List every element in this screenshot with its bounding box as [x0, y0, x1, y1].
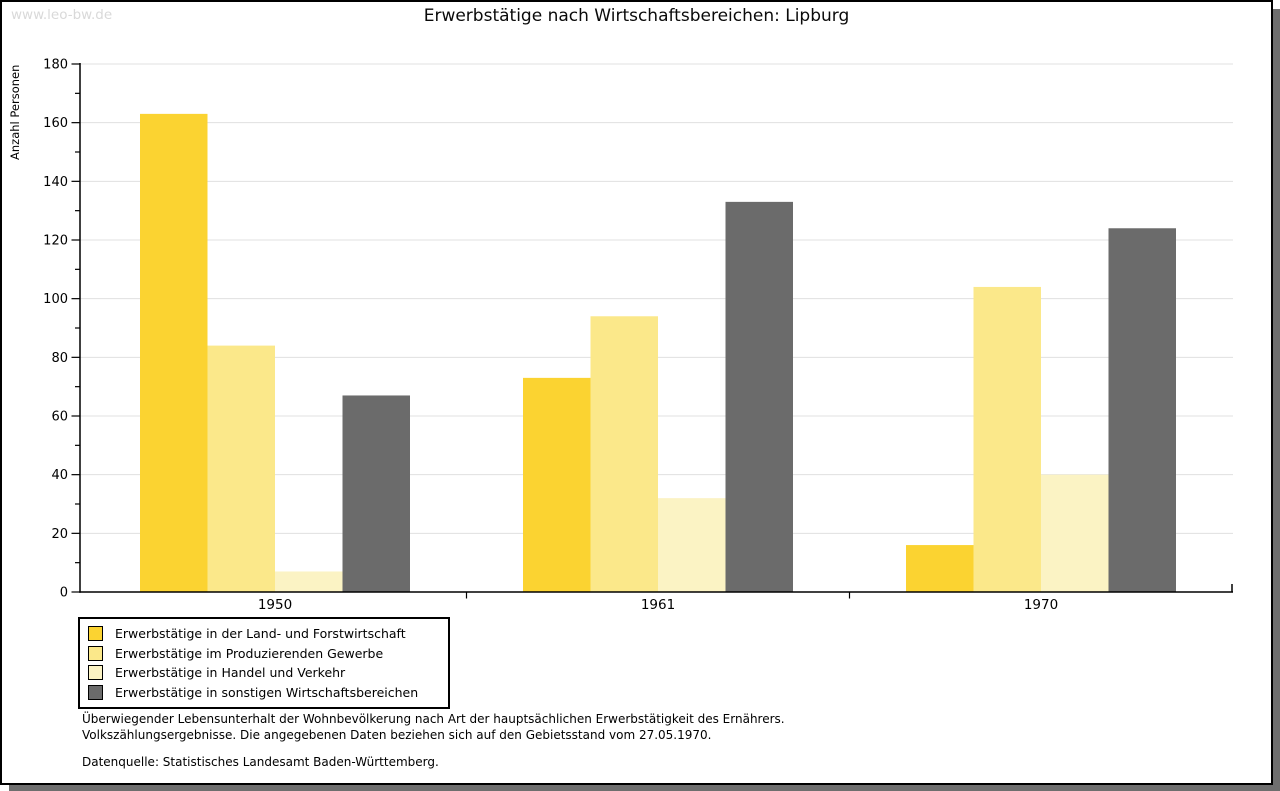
y-tick-label: 160 — [43, 116, 68, 131]
watermark: www.leo-bw.de — [11, 7, 113, 23]
x-tick-label: 1961 — [641, 597, 675, 613]
bar-1961-series3 — [725, 201, 793, 592]
legend-label: Erwerbstätige in der Land- und Forstwirt… — [115, 626, 406, 642]
footnote-line-1: Überwiegender Lebensunterhalt der Wohnbe… — [82, 712, 785, 726]
bar-1950-series1 — [207, 345, 275, 592]
y-tick-label: 20 — [51, 527, 68, 542]
footnote: Überwiegender Lebensunterhalt der Wohnbe… — [82, 712, 785, 743]
bar-1970-series2 — [1041, 474, 1109, 592]
chart-title: Erwerbstätige nach Wirtschaftsbereichen:… — [423, 6, 850, 26]
y-tick-label: 140 — [43, 175, 68, 190]
bar-chart-plot: 0 20 40 60 80 100 120 140 160 180 1950 1961 1970 — [43, 58, 1233, 613]
bar-1961-series1 — [590, 316, 658, 592]
bar-1950-series3 — [342, 395, 410, 592]
y-tick-label: 100 — [43, 292, 68, 307]
bar-1950-series2 — [275, 571, 343, 592]
bar-1950-series0 — [140, 113, 208, 592]
bar-1970-series0 — [906, 545, 974, 592]
legend-label: Erwerbstätige in sonstigen Wirtschaftsbe… — [115, 684, 419, 700]
footnote-line-2: Volkszählungsergebnisse. Die angegebenen… — [82, 727, 712, 742]
bar-1970-series1 — [973, 286, 1041, 592]
legend-label: Erwerbstätige im Produzierenden Gewerbe — [115, 645, 384, 661]
y-tick-label: 180 — [43, 58, 68, 73]
bar-1961-series2 — [658, 498, 726, 592]
y-tick-label: 80 — [51, 351, 68, 366]
y-tick-label: 60 — [51, 410, 68, 425]
legend-item: Erwerbstätige in Handel und Verkehr — [86, 663, 434, 683]
legend-item: Erwerbstätige in sonstigen Wirtschaftsbe… — [86, 683, 434, 703]
legend-item: Erwerbstätige in der Land- und Forstwirt… — [86, 624, 434, 644]
x-tick-label: 1950 — [258, 597, 292, 613]
legend-swatch-sonstige-wirtschaftsbereiche — [88, 684, 103, 700]
y-tick-label: 40 — [51, 468, 68, 483]
legend-swatch-handel-verkehr — [88, 665, 103, 681]
x-tick-label: 1970 — [1024, 597, 1058, 613]
bar-1961-series0 — [523, 377, 591, 592]
y-tick-label: 120 — [43, 234, 68, 249]
legend: Erwerbstätige in der Land- und Forstwirt… — [78, 617, 450, 709]
legend-item: Erwerbstätige im Produzierenden Gewerbe — [86, 644, 434, 664]
data-source: Datenquelle: Statistisches Landesamt Bad… — [82, 755, 439, 769]
legend-swatch-produzierendes-gewerbe — [88, 645, 103, 661]
legend-swatch-land-forstwirtschaft — [88, 626, 103, 642]
legend-label: Erwerbstätige in Handel und Verkehr — [115, 665, 346, 681]
bar-1970-series3 — [1108, 228, 1176, 592]
y-tick-label: 0 — [60, 586, 68, 601]
